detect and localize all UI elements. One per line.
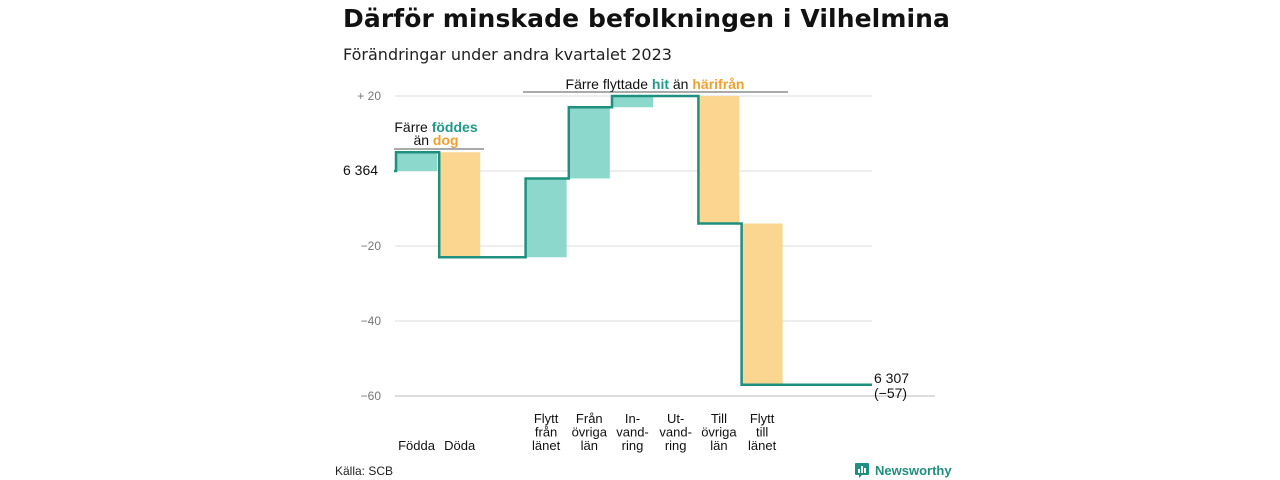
- bar-till-övriga-län: [698, 96, 740, 224]
- x-category-label: Flytt: [750, 411, 775, 426]
- y-tick-label: + 20: [357, 89, 381, 103]
- x-category-label: In-: [625, 411, 640, 426]
- x-category-label: övriga: [572, 425, 608, 440]
- x-category-label: till: [756, 425, 768, 440]
- x-category-label: Till: [711, 411, 727, 426]
- bar-flytt-till-länet: [741, 223, 783, 385]
- x-category-label: län: [581, 438, 598, 453]
- chart-title: Därför minskade befolkningen i Vilhelmin…: [343, 4, 951, 33]
- bar-flytt-från-länet: [525, 178, 567, 258]
- x-category-label: Döda: [444, 438, 476, 453]
- y-tick-label: −40: [361, 314, 382, 328]
- end-value-label: 6 307: [874, 370, 909, 386]
- x-category-label: ring: [665, 438, 687, 453]
- x-category-label: Födda: [398, 438, 436, 453]
- y-tick-label: −20: [361, 239, 382, 253]
- annotation-births-line2: än dog: [413, 132, 458, 148]
- bar-döda: [439, 152, 481, 258]
- y-tick-label: −60: [361, 389, 382, 403]
- x-category-label: vand-: [659, 425, 692, 440]
- chart-subtitle: Förändringar under andra kvartalet 2023: [343, 45, 672, 64]
- bar-chart-icon: [855, 463, 869, 478]
- x-category-label: ring: [622, 438, 644, 453]
- cumulative-step-line: [394, 94, 872, 386]
- end-change-label: (−57): [874, 385, 907, 401]
- brand-logo[interactable]: Newsworthy: [854, 462, 952, 478]
- annotation-births-line1: Färre föddes: [394, 119, 477, 135]
- bar-från-övriga-län: [568, 107, 610, 179]
- x-category-label: vand-: [616, 425, 649, 440]
- x-category-label: Ut-: [667, 411, 684, 426]
- annotation-moves: Färre flyttade hit än härifrån: [566, 76, 745, 92]
- source-note: Källa: SCB: [335, 464, 394, 478]
- start-value-label: 6 364: [343, 162, 378, 178]
- x-category-label: länet: [532, 438, 561, 453]
- x-category-label: länet: [748, 438, 777, 453]
- x-category-label: Från: [576, 411, 603, 426]
- x-category-label: Flytt: [534, 411, 559, 426]
- x-category-label: från: [535, 425, 557, 440]
- bar-födda: [396, 152, 437, 171]
- brand-name: Newsworthy: [875, 462, 952, 478]
- bar-in--vand--ring: [612, 96, 653, 108]
- x-category-label: övriga: [701, 425, 737, 440]
- x-category-label: län: [710, 438, 727, 453]
